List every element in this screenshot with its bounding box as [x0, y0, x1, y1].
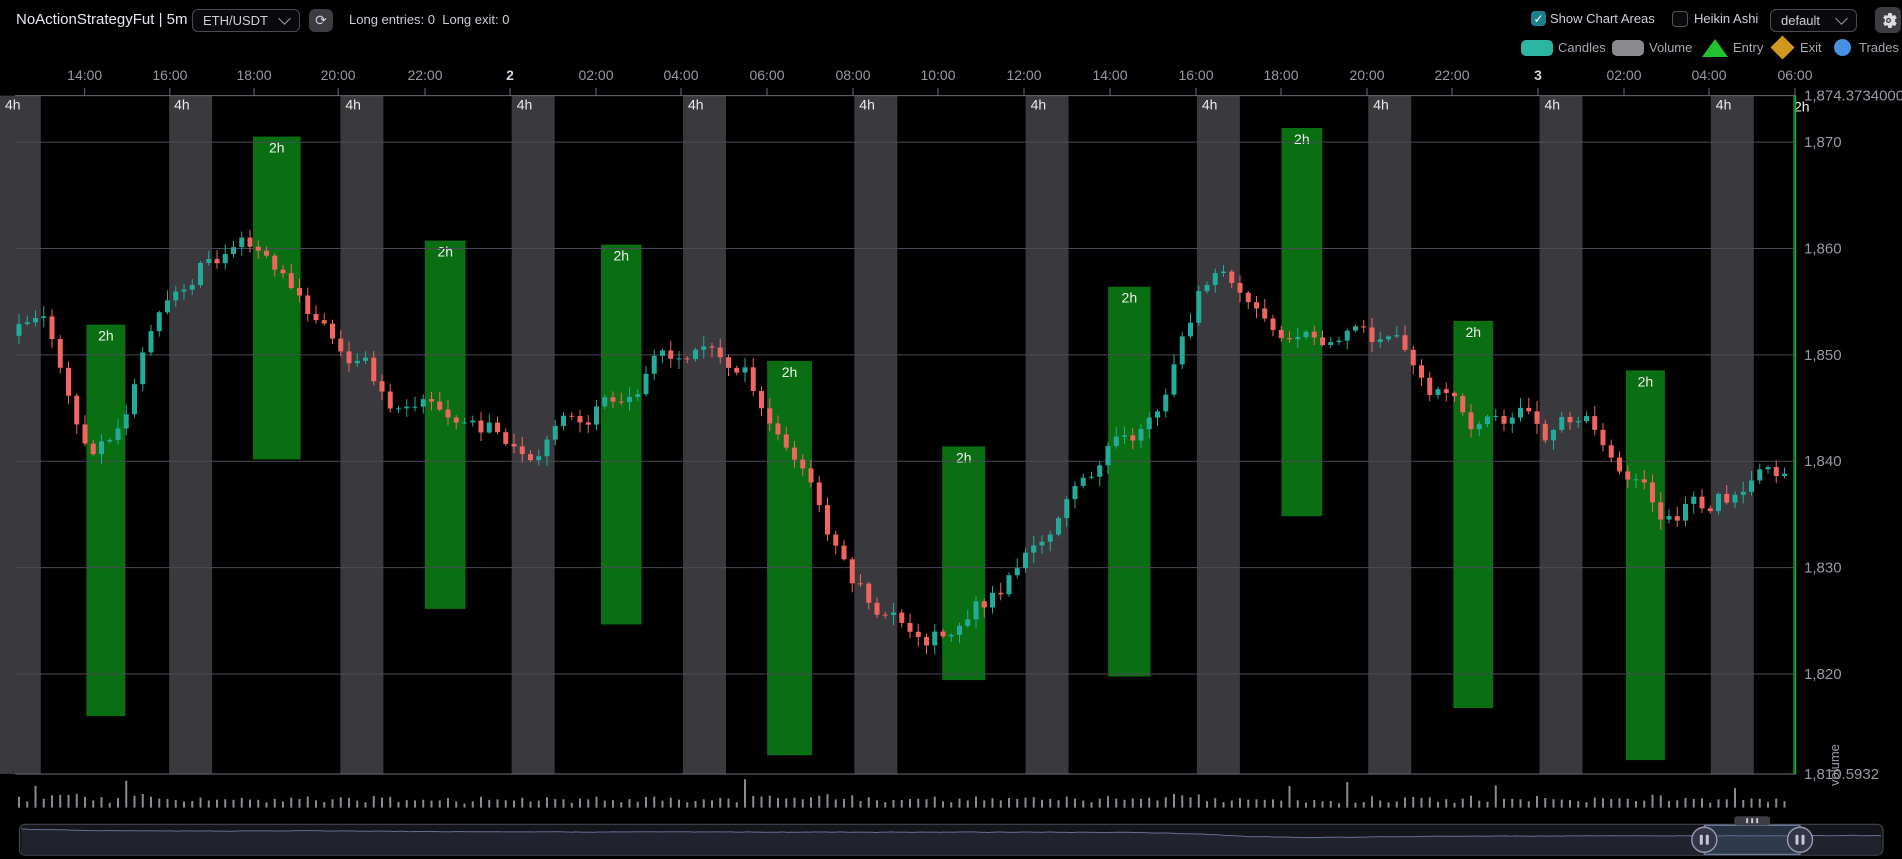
- svg-text:1,850: 1,850: [1804, 347, 1842, 364]
- svg-text:22:00: 22:00: [407, 67, 442, 83]
- svg-text:10:00: 10:00: [920, 67, 955, 83]
- svg-text:18:00: 18:00: [236, 67, 271, 83]
- svg-text:1,870: 1,870: [1804, 134, 1842, 151]
- svg-text:4h: 4h: [345, 97, 361, 113]
- svg-text:1,820: 1,820: [1804, 666, 1842, 683]
- svg-text:14:00: 14:00: [1092, 67, 1127, 83]
- svg-text:2h: 2h: [1465, 324, 1481, 340]
- svg-text:2h: 2h: [1122, 290, 1138, 306]
- svg-text:4h: 4h: [1373, 97, 1389, 113]
- svg-text:1,840: 1,840: [1804, 453, 1842, 470]
- svg-text:4h: 4h: [859, 97, 875, 113]
- svg-text:16:00: 16:00: [152, 67, 187, 83]
- svg-text:2h: 2h: [1638, 373, 1654, 389]
- svg-text:4h: 4h: [1716, 97, 1732, 113]
- svg-text:4h: 4h: [174, 97, 190, 113]
- svg-text:4h: 4h: [1545, 97, 1561, 113]
- svg-text:4h: 4h: [5, 97, 21, 113]
- svg-text:2h: 2h: [614, 248, 630, 264]
- svg-text:02:00: 02:00: [1606, 67, 1641, 83]
- svg-text:20:00: 20:00: [1349, 67, 1384, 83]
- svg-text:3: 3: [1534, 67, 1542, 83]
- svg-text:06:00: 06:00: [749, 67, 784, 83]
- svg-text:4h: 4h: [688, 97, 704, 113]
- svg-text:18:00: 18:00: [1263, 67, 1298, 83]
- svg-text:04:00: 04:00: [1691, 67, 1726, 83]
- svg-text:22:00: 22:00: [1434, 67, 1469, 83]
- svg-text:2h: 2h: [437, 244, 453, 260]
- svg-text:16:00: 16:00: [1178, 67, 1213, 83]
- svg-text:volume: volume: [1827, 744, 1842, 786]
- svg-text:1,874.373400000: 1,874.373400000: [1804, 88, 1902, 105]
- svg-text:1,860: 1,860: [1804, 240, 1842, 257]
- svg-text:4h: 4h: [517, 97, 533, 113]
- svg-text:04:00: 04:00: [663, 67, 698, 83]
- svg-text:02:00: 02:00: [578, 67, 613, 83]
- svg-text:2h: 2h: [98, 328, 114, 344]
- svg-text:1,830: 1,830: [1804, 560, 1842, 577]
- svg-text:08:00: 08:00: [835, 67, 870, 83]
- svg-text:06:00: 06:00: [1777, 67, 1812, 83]
- svg-text:2h: 2h: [782, 364, 798, 380]
- svg-text:14:00: 14:00: [67, 67, 102, 83]
- svg-text:20:00: 20:00: [321, 67, 356, 83]
- svg-text:2: 2: [506, 67, 514, 83]
- svg-text:4h: 4h: [1202, 97, 1218, 113]
- svg-text:2h: 2h: [1294, 131, 1310, 147]
- svg-text:12:00: 12:00: [1006, 67, 1041, 83]
- svg-text:2h: 2h: [956, 449, 972, 465]
- svg-text:4h: 4h: [1031, 97, 1047, 113]
